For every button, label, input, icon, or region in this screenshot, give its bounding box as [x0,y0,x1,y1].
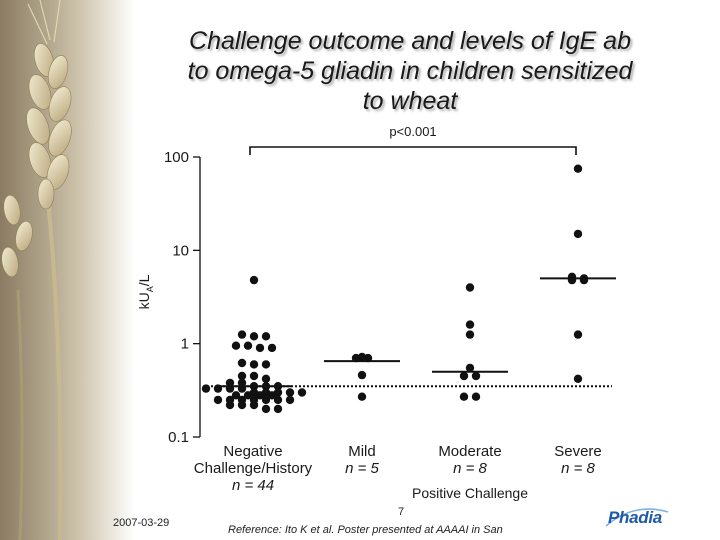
reference-note: Reference: Ito K et al. Poster presented… [228,524,503,536]
y-tick-label-0: 100 [164,149,189,166]
data-point-3-1 [573,229,583,239]
data-point-2-0 [465,283,475,292]
data-point-0-40 [237,400,247,410]
data-point-0-39 [225,400,235,410]
wheat-background-image [0,0,135,540]
data-point-0-0 [249,275,259,285]
chart-title-line-2: to omega-5 gliadin in children sensitize… [187,57,633,85]
data-point-3-4 [567,275,577,285]
data-point-2-7 [471,392,481,401]
data-point-3-6 [573,330,583,339]
group-label-1: Mild [348,443,376,460]
data-point-0-29 [243,391,253,400]
y-axis-label: kUA/L [136,274,155,309]
data-point-0-3 [261,332,271,341]
data-point-2-2 [465,330,475,339]
group-sublabel-2: n = 8 [453,460,487,477]
data-point-0-10 [261,360,271,369]
data-point-0-1 [237,330,247,339]
data-point-0-7 [267,343,277,353]
y-tick-label-1: 10 [172,242,189,259]
group-sublabel-0: Challenge/History [194,460,313,477]
chart-title-line-3: to wheat [362,87,458,115]
data-point-0-31 [267,391,277,400]
group-label-0: Negative [223,443,282,460]
group-label-3: Severe [554,443,602,460]
data-point-0-13 [261,374,271,383]
data-point-0-28 [231,391,241,400]
data-point-2-4 [459,371,469,381]
data-point-2-1 [465,320,475,329]
data-point-1-3 [357,370,367,380]
significance-bracket [249,146,577,155]
group-label-2: Moderate [438,443,501,460]
data-point-0-6 [255,343,265,353]
data-point-0-8 [237,358,247,368]
data-point-0-12 [249,371,259,381]
data-point-0-37 [273,395,283,405]
footer-date: 2007-03-29 [113,517,170,529]
data-point-2-3 [465,363,475,373]
group-count-0: n = 44 [232,477,274,494]
data-point-3-0 [573,164,583,173]
data-point-0-42 [261,404,271,414]
y-tick-label-3: 0.1 [168,429,189,446]
significance-label: p<0.001 [389,124,436,139]
data-point-0-36 [261,395,271,405]
data-point-0-32 [213,395,223,405]
group-sublabel-1: n = 5 [345,460,379,477]
data-point-0-4 [231,341,241,350]
data-point-0-38 [285,395,295,405]
page-number: 7 [398,506,405,518]
data-point-0-19 [201,384,211,393]
group-sublabel-3: n = 8 [561,460,595,477]
data-point-0-30 [255,391,265,400]
data-point-0-43 [273,404,283,414]
data-point-0-5 [243,341,253,350]
positive-challenge-label: Positive Challenge [412,485,528,501]
phadia-logo: Phadia [608,508,662,527]
data-point-2-6 [459,392,469,401]
data-point-0-27 [297,388,307,397]
data-point-1-4 [357,392,367,401]
y-tick-label-2: 1 [181,336,189,353]
data-point-3-5 [579,275,589,285]
data-point-0-41 [249,400,259,410]
data-point-0-9 [249,360,259,369]
data-point-0-2 [249,332,259,341]
data-point-0-26 [285,388,295,397]
data-point-2-5 [471,371,481,381]
chart-title-line-1: Challenge outcome and levels of IgE ab [189,27,631,55]
logo-swoosh-icon [605,508,669,527]
data-point-3-7 [573,374,583,383]
data-point-0-11 [237,371,247,381]
chart-title: Challenge outcome and levels of IgE ab t… [100,26,720,116]
